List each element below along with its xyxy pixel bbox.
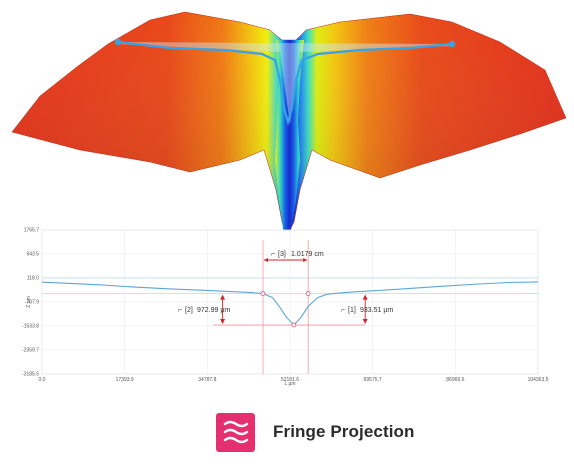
arrow-head: [263, 258, 268, 262]
measure-point[interactable]: [260, 291, 266, 296]
section-plane: [118, 42, 452, 125]
annotation-width: ⌐ [3] 1.0179 cm: [271, 251, 324, 258]
annotation-label-1: [1]: [348, 307, 356, 314]
profile-handle-start[interactable]: [114, 38, 122, 46]
annotation-label-2: [2]: [185, 307, 193, 314]
arrow-head: [362, 294, 368, 300]
y-axis-label: Z µm: [26, 296, 32, 308]
svg-text:⌐: ⌐: [341, 307, 345, 314]
arrow-head: [362, 318, 368, 324]
y-tick-label: -3185.5: [22, 372, 39, 378]
wave-lines-icon: [216, 412, 255, 452]
annotation-value-3: 1.0179 cm: [291, 251, 324, 258]
measurement-markers: [220, 258, 368, 328]
annotation-value-2: 972.99 µm: [197, 307, 230, 314]
y-axis-ticks: 1765.7 943.5 118.0 -707.9 -1533.8 -2359.7 -318…: [22, 228, 39, 378]
arrow-head: [303, 258, 308, 262]
x-tick-label: 104363.5: [528, 377, 549, 383]
arrow-head: [220, 318, 226, 324]
brand-name: Fringe Projection: [273, 422, 415, 441]
profile-line: [117, 40, 453, 127]
y-tick-label: 943.5: [26, 252, 39, 258]
svg-text:⌐: ⌐: [271, 251, 275, 258]
profile-chart: 1765.7 943.5 118.0 -707.9 -1533.8 -2359.7 -318…: [22, 228, 549, 387]
x-axis-ticks: 0.0 17393.9 34787.8 52181.6 69575.7 86969.6 10…: [39, 377, 549, 383]
svg-text:⌐: ⌐: [178, 307, 182, 314]
annotation-depth-left: ⌐ [2] 972.99 µm: [178, 307, 230, 314]
measure-point[interactable]: [305, 291, 311, 296]
annotation-label-3: [3]: [278, 251, 286, 258]
y-tick-label: 1765.7: [24, 228, 40, 234]
y-tick-label: -2359.7: [22, 348, 39, 354]
measure-point[interactable]: [291, 322, 297, 328]
y-tick-label: -1533.8: [22, 324, 39, 330]
surface-3d-view: [11, 11, 567, 237]
x-tick-label: 52181.6: [281, 377, 299, 383]
y-tick-label: 118.0: [27, 276, 39, 282]
arrow-head: [220, 294, 226, 300]
annotation-value-1: 933.51 µm: [360, 307, 393, 314]
profile-handle-end[interactable]: [448, 40, 456, 48]
reference-lines: [42, 240, 538, 374]
chart-grid: [41, 229, 539, 375]
x-tick-label: 17393.9: [116, 377, 134, 383]
y-tick-label: -707.9: [25, 300, 39, 306]
brand-block: Fringe Projection: [216, 412, 415, 452]
annotation-depth-right: ⌐ [1] 933.51 µm: [341, 307, 393, 314]
x-tick-label: 34787.8: [198, 377, 216, 383]
x-tick-label: 0.0: [39, 377, 46, 383]
x-axis-label: L µm: [284, 381, 295, 387]
series-line-profile: [41, 281, 539, 326]
x-tick-label: 69575.7: [364, 377, 382, 383]
x-tick-label: 86969.6: [446, 377, 464, 383]
